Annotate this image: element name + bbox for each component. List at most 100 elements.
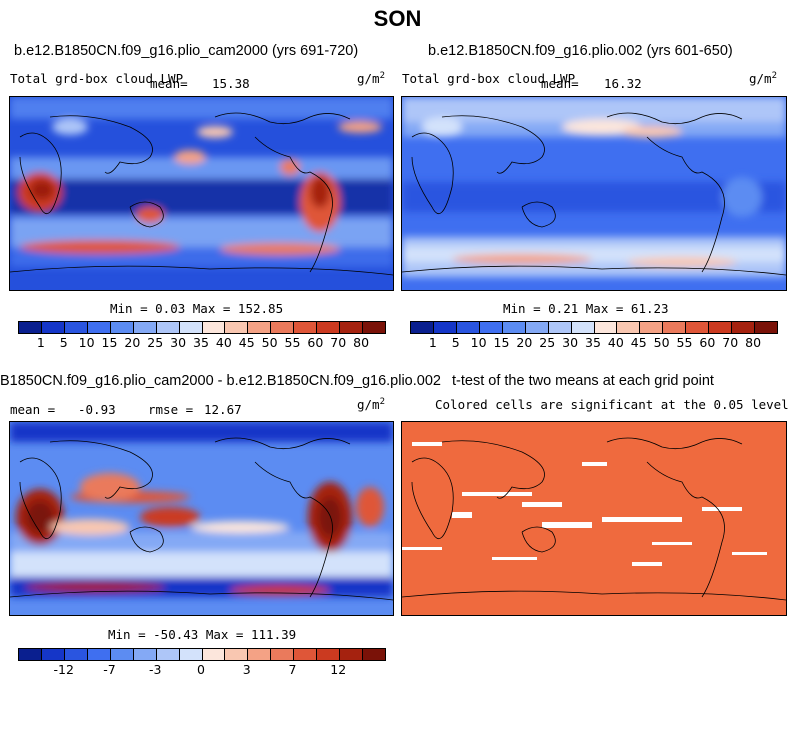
colorbar-swatch [594,322,618,333]
colorbar-tick-label: -12 [53,662,74,677]
panel4-map-svg [402,422,786,615]
colorbar-swatch [525,322,549,333]
colorbar-tick-label: 55 [676,335,693,350]
colorbar-swatch [225,649,249,660]
colorbar-tick-label: 45 [238,335,255,350]
colorbar-swatch [271,649,295,660]
colorbar-tick-label: 12 [330,662,347,677]
panel1-mean-label: mean= [150,76,188,91]
colorbar-swatch [317,322,341,333]
colorbar-tick-label: 0 [197,662,205,677]
panel3-colorbar [18,648,386,661]
colorbar-swatch [64,649,88,660]
panel2-units: g/m2 [749,71,777,87]
colorbar-tick-label: 70 [330,335,347,350]
colorbar-tick-label: 30 [170,335,187,350]
panel4-subtitle: Colored cells are significant at the 0.0… [435,397,789,412]
colorbar-swatch [87,649,111,660]
colorbar-swatch [709,322,733,333]
panel4-title: t-test of the two means at each grid poi… [452,373,714,389]
colorbar-tick-label: 7 [288,662,297,677]
colorbar-tick-label: 80 [353,335,370,350]
colorbar-swatch [294,649,318,660]
panel1-map-svg [10,97,393,290]
colorbar-tick-label: 1 [428,335,437,350]
panel1-mean: 15.38 [212,76,250,91]
colorbar-swatch [755,322,777,333]
colorbar-swatch [294,322,318,333]
colorbar-tick-label: 20 [124,335,141,350]
colorbar-tick-label: 15 [101,335,118,350]
panel2-stats: Min = 0.21 Max = 61.23 [503,301,669,316]
panel2-colorbar [410,321,778,334]
colorbar-tick-label: 25 [147,335,164,350]
colorbar-swatch [248,649,272,660]
panel3-rmse-label: rmse = [148,402,194,417]
colorbar-tick-label: 80 [745,335,762,350]
colorbar-swatch [479,322,503,333]
colorbar-tick-label: 70 [722,335,739,350]
colorbar-tick-label: 25 [539,335,556,350]
colorbar-swatch [686,322,710,333]
colorbar-tick-label: -3 [149,662,162,677]
colorbar-swatch [202,322,226,333]
colorbar-swatch [433,322,457,333]
colorbar-swatch [225,322,249,333]
colorbar-swatch [19,322,42,333]
colorbar-swatch [663,322,687,333]
colorbar-swatch [411,322,434,333]
colorbar-swatch [202,649,226,660]
colorbar-swatch [87,322,111,333]
colorbar-swatch [340,322,364,333]
panel2-variable: Total grd-box cloud LWP [402,71,576,86]
panel1-title: b.e12.B1850CN.f09_g16.plio_cam2000 (yrs … [14,43,359,59]
colorbar-swatch [110,322,134,333]
panel2-title: b.e12.B1850CN.f09_g16.plio.002 (yrs 601-… [428,43,733,59]
panel3-stats: Min = -50.43 Max = 111.39 [108,627,297,642]
colorbar-swatch [248,322,272,333]
colorbar-tick-label: 1 [36,335,45,350]
colorbar-swatch [41,322,65,333]
panel3-map [9,421,394,616]
panel2-map [401,96,787,291]
panel3-mean-label: mean = [10,402,56,417]
colorbar-swatch [64,322,88,333]
colorbar-tick-label: 40 [215,335,232,350]
colorbar-tick-label: 5 [451,335,460,350]
panel3-title: B1850CN.f09_g16.plio_cam2000 - b.e12.B18… [0,373,441,389]
colorbar-swatch [41,649,65,660]
colorbar-swatch [271,322,295,333]
colorbar-swatch [502,322,526,333]
panel2-mean: 16.32 [604,76,642,91]
panel3-map-svg [10,422,393,615]
colorbar-swatch [363,649,385,660]
panel3-mean: -0.93 [78,402,116,417]
colorbar-swatch [179,322,203,333]
colorbar-tick-label: 35 [585,335,601,350]
colorbar-tick-label: 30 [562,335,579,350]
colorbar-swatch [110,649,134,660]
colorbar-tick-label: -7 [103,662,116,677]
panel2-mean-label: mean= [541,76,579,91]
colorbar-tick-label: 60 [699,335,716,350]
colorbar-swatch [19,649,42,660]
panel3-rmse: 12.67 [204,402,242,417]
colorbar-swatch [732,322,756,333]
colorbar-tick-label: 10 [78,335,95,350]
colorbar-swatch [617,322,641,333]
panel1-stats: Min = 0.03 Max = 152.85 [110,301,284,316]
colorbar-swatch [156,322,180,333]
panel2-map-svg [402,97,786,290]
panel1-colorbar [18,321,386,334]
colorbar-tick-label: 5 [59,335,68,350]
colorbar-swatch [317,649,341,660]
colorbar-tick-label: 20 [516,335,533,350]
figure-title: SON [373,6,422,31]
panel3-units: g/m2 [357,397,385,413]
colorbar-swatch [548,322,572,333]
colorbar-swatch [571,322,595,333]
colorbar-tick-label: 10 [470,335,487,350]
colorbar-swatch [363,322,385,333]
colorbar-swatch [133,322,157,333]
colorbar-swatch [340,649,364,660]
